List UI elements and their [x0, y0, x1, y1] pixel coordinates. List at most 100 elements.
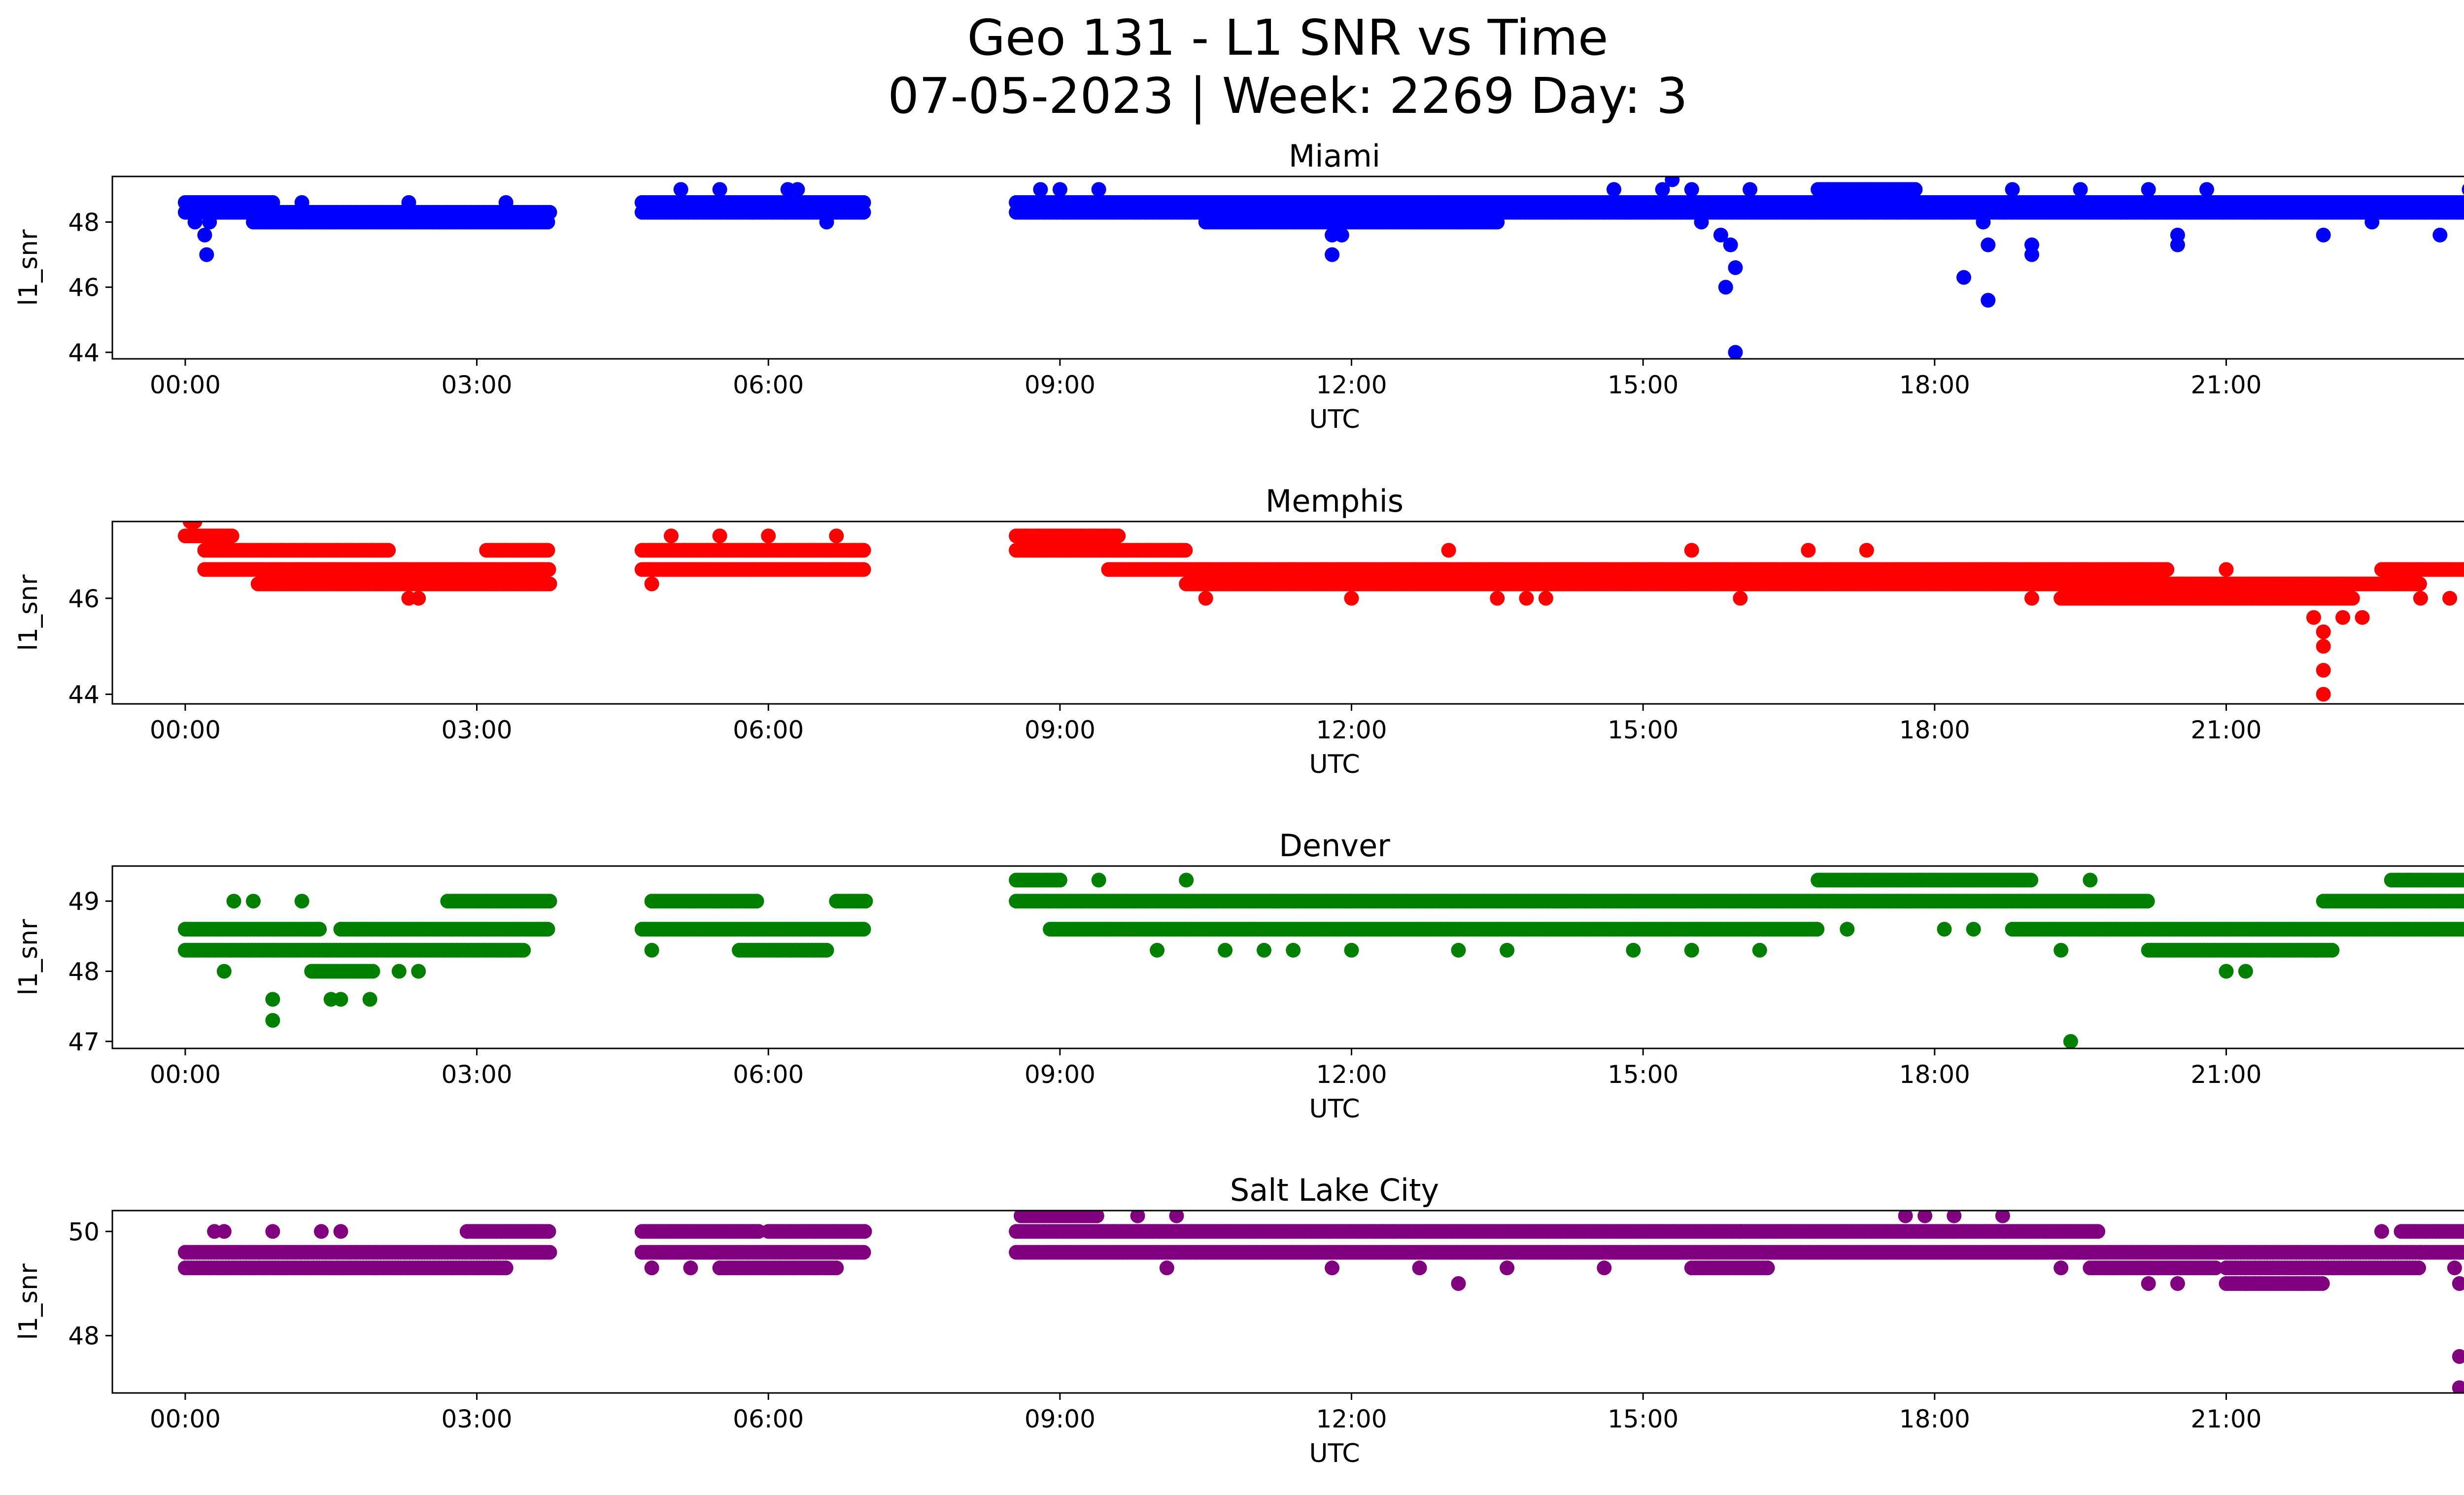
data-point — [2364, 214, 2380, 230]
data-point — [790, 182, 805, 197]
data-point — [2005, 182, 2020, 197]
data-point — [202, 214, 217, 230]
data-point — [2462, 184, 2464, 195]
data-point — [2170, 237, 2185, 252]
data-point — [1859, 182, 1874, 197]
data-point — [1344, 591, 1359, 606]
data-point — [2460, 873, 2464, 887]
subplot-title: Miami — [1289, 138, 1380, 174]
x-tick-label: 12:00 — [1316, 371, 1387, 399]
subplot-title: Denver — [1279, 828, 1390, 864]
subplot-title: Salt Lake City — [1230, 1172, 1439, 1208]
data-point — [187, 522, 203, 529]
data-point — [2463, 876, 2464, 884]
data-point — [1500, 942, 1515, 958]
data-point — [542, 894, 557, 909]
data-point — [1198, 591, 1213, 606]
data-point — [1684, 942, 1699, 958]
x-axis-label: UTC — [1309, 750, 1360, 779]
data-point — [1655, 182, 1670, 197]
data-point — [2306, 610, 2321, 625]
data-point — [265, 195, 280, 210]
data-point — [1451, 942, 1466, 958]
x-tick-label: 18:00 — [1899, 716, 1970, 744]
data-point — [2023, 872, 2039, 888]
data-point — [1976, 214, 1991, 230]
data-point — [1178, 543, 1193, 558]
data-point — [1607, 182, 1621, 197]
x-tick-label: 00:00 — [150, 371, 221, 399]
data-point — [2140, 894, 2155, 909]
x-tick-label: 06:00 — [733, 1060, 804, 1089]
y-tick-label: 46 — [68, 274, 100, 302]
data-point — [362, 992, 377, 1007]
data-point — [2316, 662, 2331, 678]
data-point — [381, 543, 396, 558]
data-point — [1981, 293, 1996, 308]
data-point — [1684, 182, 1699, 197]
x-tick-label: 03:00 — [442, 1060, 513, 1089]
y-tick-label: 44 — [68, 339, 100, 367]
data-point — [294, 195, 309, 210]
data-point — [1966, 922, 1981, 937]
data-point — [1713, 227, 1728, 243]
y-axis-label: l1_snr — [14, 229, 43, 306]
data-point — [2463, 925, 2464, 934]
data-point — [1981, 237, 1996, 252]
figure-title: Geo 131 - L1 SNR vs Time 07-05-2023 | We… — [0, 9, 2464, 125]
data-point — [333, 992, 348, 1007]
data-point — [216, 964, 232, 979]
data-point — [749, 894, 764, 909]
data-point — [542, 1245, 557, 1260]
data-point — [1801, 543, 1816, 558]
data-point — [1091, 182, 1106, 197]
data-point — [498, 195, 513, 210]
x-tick-label: 12:00 — [1316, 716, 1387, 744]
data-point — [2355, 610, 2370, 625]
data-point — [2063, 1034, 2078, 1048]
y-tick-label: 44 — [68, 681, 100, 709]
data-point — [644, 576, 659, 591]
data-point — [1150, 942, 1165, 958]
x-tick-label: 03:00 — [442, 716, 513, 744]
series-markers — [177, 176, 2464, 359]
data-point — [1179, 872, 1194, 888]
data-point — [1728, 345, 1743, 359]
y-tick-label: 48 — [68, 209, 100, 237]
y-tick-label: 48 — [68, 957, 100, 986]
data-point — [1820, 182, 1835, 197]
data-point — [2053, 942, 2069, 958]
y-tick-label: 47 — [68, 1028, 100, 1056]
data-point — [712, 182, 727, 197]
data-point — [2461, 196, 2464, 209]
data-point — [2219, 562, 2234, 577]
x-axis-label: UTC — [1309, 405, 1360, 434]
x-tick-label: 21:00 — [2190, 371, 2261, 399]
series-markers — [177, 522, 2464, 702]
data-point — [2335, 610, 2351, 625]
data-point — [1840, 922, 1855, 937]
data-point — [1111, 528, 1126, 544]
data-point — [1694, 214, 1709, 230]
data-point — [2442, 591, 2458, 606]
x-tick-label: 18:00 — [1899, 371, 1970, 399]
data-point — [1937, 922, 1952, 937]
figure-title-line-1: Geo 131 - L1 SNR vs Time — [967, 9, 1608, 67]
data-point — [1723, 237, 1738, 252]
figure-title-line-2: 07-05-2023 | Week: 2269 Day: 3 — [888, 67, 1688, 125]
data-point — [1908, 182, 1923, 197]
data-point — [540, 214, 555, 230]
data-point — [226, 894, 241, 909]
data-point — [1810, 922, 1825, 937]
data-point — [2413, 591, 2428, 606]
data-point — [2462, 564, 2464, 575]
data-point — [1334, 227, 1349, 243]
data-point — [1490, 214, 1505, 230]
data-point — [819, 214, 834, 230]
data-point — [2238, 964, 2253, 979]
data-point — [1091, 872, 1106, 888]
